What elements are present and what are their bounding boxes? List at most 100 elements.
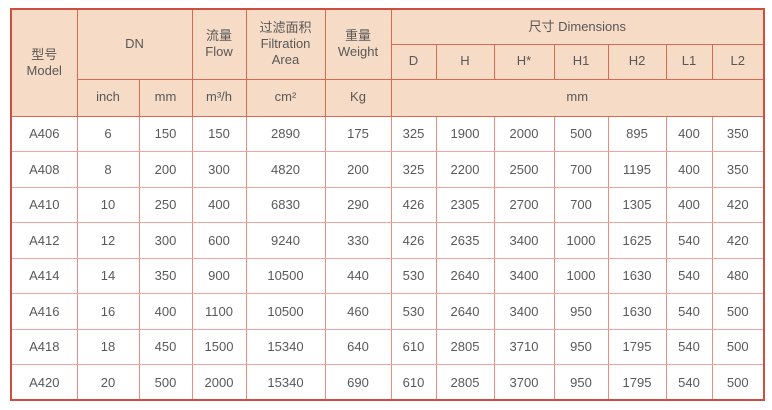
model-label-zh: 型号	[31, 46, 58, 62]
spec-table-body: A406 6 150 150 2890 175 325 1900 2000 500 895 400 35…	[10, 115, 765, 401]
value-cell: 540	[665, 364, 713, 401]
value-cell: 6	[76, 115, 140, 152]
weight-label-en: Weight	[337, 44, 379, 60]
value-cell: 950	[553, 293, 609, 330]
value-cell: 3400	[493, 257, 555, 294]
value-cell: 2305	[435, 186, 495, 223]
value-cell: 540	[665, 222, 713, 259]
value-cell: 12	[76, 222, 140, 259]
value-cell: 4820	[245, 151, 326, 188]
value-cell: 2000	[493, 115, 555, 152]
value-cell: 350	[711, 115, 765, 152]
value-cell: 2500	[493, 151, 555, 188]
value-cell: 420	[711, 222, 765, 259]
value-cell: 325	[390, 151, 437, 188]
value-cell: 14	[76, 257, 140, 294]
value-cell: 540	[665, 328, 713, 365]
header-dim-hstar: H*	[493, 43, 555, 80]
value-cell: 175	[324, 115, 392, 152]
value-cell: 2635	[435, 222, 495, 259]
table-row: A406 6 150 150 2890 175 325 1900 2000 500 895 400 35…	[10, 115, 765, 152]
value-cell: 1000	[553, 257, 609, 294]
table-row: A408 8 200 300 4820 200 325 2200 2500 700 1195 400 3…	[10, 151, 765, 188]
value-cell: 15340	[245, 364, 326, 401]
value-cell: 250	[138, 186, 193, 223]
table-row: A416 16 400 1100 10500 460 530 2640 3400 950 1630 5…	[10, 293, 765, 330]
value-cell: 1500	[191, 328, 247, 365]
value-cell: 18	[76, 328, 140, 365]
value-cell: 450	[138, 328, 193, 365]
value-cell: 950	[553, 328, 609, 365]
value-cell: 690	[324, 364, 392, 401]
value-cell: 440	[324, 257, 392, 294]
value-cell: 3710	[493, 328, 555, 365]
model-cell: A406	[10, 115, 78, 152]
value-cell: 950	[553, 364, 609, 401]
value-cell: 460	[324, 293, 392, 330]
value-cell: 2805	[435, 364, 495, 401]
value-cell: 2640	[435, 257, 495, 294]
value-cell: 500	[711, 328, 765, 365]
value-cell: 2700	[493, 186, 555, 223]
value-cell: 350	[138, 257, 193, 294]
value-cell: 1100	[191, 293, 247, 330]
header-dim-h2: H2	[607, 43, 667, 80]
header-row-units: inch mm m³/h cm² Kg mm	[11, 78, 765, 117]
value-cell: 10	[76, 186, 140, 223]
header-dim-l1: L1	[665, 43, 713, 80]
value-cell: 400	[665, 115, 713, 152]
value-cell: 1195	[607, 151, 667, 188]
header-dim-h: H	[435, 43, 495, 80]
header-dim-d: D	[390, 43, 437, 80]
filtration-label-en: Filtration Area	[260, 36, 311, 68]
value-cell: 1900	[435, 115, 495, 152]
value-cell: 9240	[245, 222, 326, 259]
header-row-dimension-cols: D H H* H1 H2 L1 L2	[11, 43, 765, 80]
unit-flow: m³/h	[191, 78, 247, 117]
model-cell: A408	[10, 151, 78, 188]
value-cell: 15340	[245, 328, 326, 365]
table-row: A418 18 450 1500 15340 640 610 2805 3710 950 1795 5…	[10, 328, 765, 365]
value-cell: 3700	[493, 364, 555, 401]
value-cell: 1630	[607, 257, 667, 294]
value-cell: 480	[711, 257, 765, 294]
value-cell: 600	[191, 222, 247, 259]
value-cell: 150	[191, 115, 247, 152]
value-cell: 1630	[607, 293, 667, 330]
value-cell: 200	[138, 151, 193, 188]
value-cell: 2890	[245, 115, 326, 152]
value-cell: 2640	[435, 293, 495, 330]
table-row: A420 20 500 2000 15340 690 610 2805 3700 950 1795 5…	[10, 364, 765, 401]
value-cell: 400	[665, 186, 713, 223]
value-cell: 700	[553, 151, 609, 188]
value-cell: 2805	[435, 328, 495, 365]
table-header: 型号 Model DN 流量 Flow 过滤面积 Filtration Area…	[10, 8, 765, 117]
weight-label-zh: 重量	[344, 28, 371, 43]
value-cell: 500	[711, 364, 765, 401]
unit-mm: mm	[138, 78, 193, 117]
value-cell: 1795	[607, 328, 667, 365]
flow-label-zh: 流量	[205, 28, 232, 43]
table-row: A412 12 300 600 9240 330 426 2635 3400 1000 1625 54…	[10, 222, 765, 259]
model-cell: A410	[10, 186, 78, 223]
value-cell: 3400	[493, 222, 555, 259]
filtration-label-zh: 过滤面积	[259, 19, 312, 35]
model-cell: A420	[10, 364, 78, 401]
value-cell: 540	[665, 293, 713, 330]
value-cell: 150	[138, 115, 193, 152]
header-model: 型号 Model	[10, 8, 78, 117]
header-flow: 流量 Flow	[191, 8, 247, 80]
header-row-main: 型号 Model DN 流量 Flow 过滤面积 Filtration Area…	[10, 8, 765, 117]
unit-dimensions-mm: mm	[390, 78, 765, 117]
value-cell: 610	[390, 328, 437, 365]
value-cell: 426	[390, 222, 437, 259]
value-cell: 1795	[607, 364, 667, 401]
value-cell: 2000	[191, 364, 247, 401]
unit-area: cm²	[245, 78, 326, 117]
value-cell: 500	[553, 115, 609, 152]
value-cell: 2200	[435, 151, 495, 188]
value-cell: 500	[138, 364, 193, 401]
model-cell: A416	[10, 293, 78, 330]
value-cell: 420	[711, 186, 765, 223]
unit-inch: inch	[76, 78, 140, 117]
